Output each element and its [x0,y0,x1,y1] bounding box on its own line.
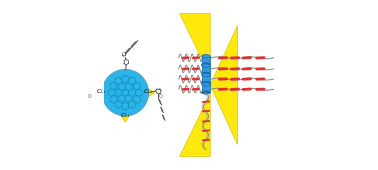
Polygon shape [180,94,210,156]
Polygon shape [115,100,122,108]
Ellipse shape [201,81,211,85]
Bar [201,84,211,92]
Polygon shape [129,89,135,97]
Polygon shape [108,89,115,97]
Ellipse shape [201,83,211,86]
Bar [201,66,211,74]
Polygon shape [122,75,129,83]
Text: O: O [159,94,163,99]
Ellipse shape [201,64,211,67]
Polygon shape [180,14,210,76]
Circle shape [102,70,148,116]
Polygon shape [122,89,129,97]
Polygon shape [125,95,132,102]
Polygon shape [118,112,132,122]
Ellipse shape [201,91,211,94]
Polygon shape [125,83,132,91]
Polygon shape [133,82,140,90]
Polygon shape [129,77,135,85]
Polygon shape [115,77,122,85]
Polygon shape [129,100,135,108]
Polygon shape [115,89,122,97]
Text: $C_{l,i}$: $C_{l,i}$ [143,88,154,96]
Text: O: O [122,52,125,57]
Bar [201,75,211,83]
Polygon shape [210,26,237,144]
Polygon shape [96,86,107,99]
Text: $C_{l,i}$: $C_{l,i}$ [120,112,131,120]
Ellipse shape [201,73,211,77]
Polygon shape [135,89,142,97]
Ellipse shape [201,63,211,66]
Text: $C_{l,i}$: $C_{l,i}$ [96,88,107,96]
Polygon shape [118,95,125,102]
Polygon shape [110,96,117,103]
Polygon shape [133,96,140,103]
Bar [201,56,211,64]
Polygon shape [118,83,125,91]
Polygon shape [122,102,129,110]
Polygon shape [144,86,155,99]
Ellipse shape [201,72,211,75]
Polygon shape [110,82,117,90]
Text: O: O [88,94,92,99]
Ellipse shape [201,55,211,58]
